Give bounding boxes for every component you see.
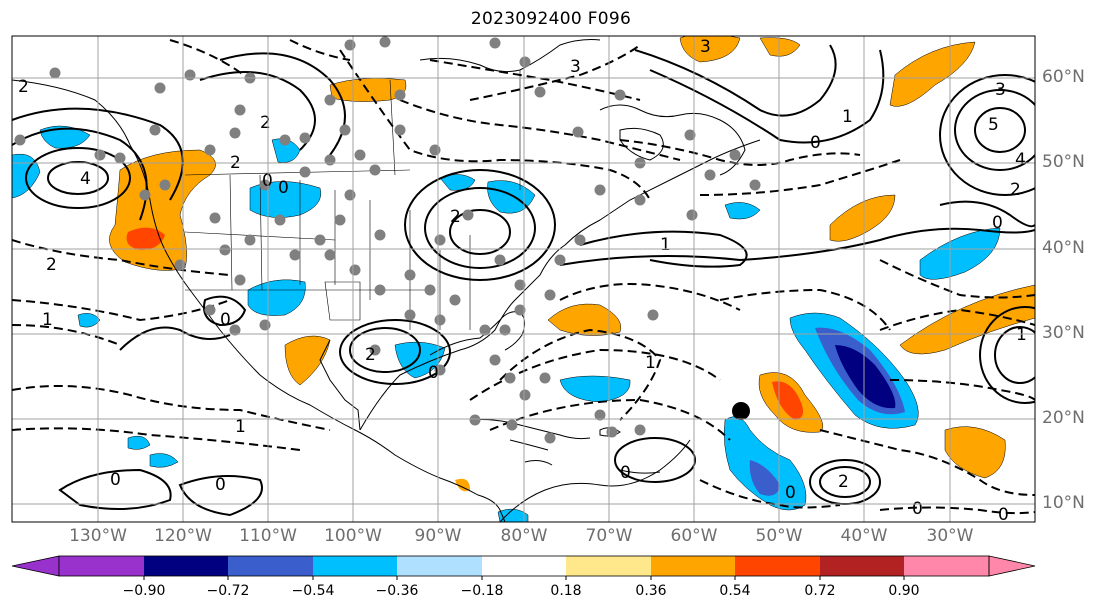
positive-anomaly-region <box>126 227 165 250</box>
colorbar-tick-label: −0.18 <box>460 583 504 599</box>
contour-label: 1 <box>42 310 53 330</box>
latitude-label: 20°N <box>1042 408 1085 428</box>
latitude-label: 40°N <box>1042 238 1085 258</box>
station-marker <box>49 67 61 79</box>
longitude-label: 40°W <box>840 526 888 546</box>
colorbar-tick-label: 0.18 <box>550 583 582 599</box>
contour-label: 0 <box>810 133 821 153</box>
colorbar-tick-label: 0.54 <box>719 583 751 599</box>
contour-label: 2 <box>260 113 271 133</box>
longitude-label: 50°W <box>755 526 803 546</box>
colorbar-tick-label: −0.72 <box>206 583 250 599</box>
positive-contours <box>12 44 1035 517</box>
contour-label: 3 <box>570 57 581 77</box>
latitude-label: 10°N <box>1042 493 1085 513</box>
contour-label: 0 <box>215 475 226 495</box>
positive-anomaly-region <box>109 149 216 271</box>
contour-label: 5 <box>988 115 999 135</box>
graticule <box>12 36 1035 522</box>
longitude-label: 110°W <box>239 526 297 546</box>
contour-label: 0 <box>998 505 1009 525</box>
colorbar-bin <box>397 556 482 576</box>
contour-label: 2 <box>450 207 461 227</box>
longitude-label: 120°W <box>154 526 212 546</box>
colorbar-bin <box>228 556 313 576</box>
contour-label: 1 <box>1016 325 1027 345</box>
contour-label: 2 <box>18 77 29 97</box>
contour-label: 2 <box>1010 180 1021 200</box>
contour-label: 4 <box>80 169 91 189</box>
contour-label: 0 <box>620 463 631 483</box>
latitude-label: 50°N <box>1042 152 1085 172</box>
colorbar-bin <box>820 556 904 576</box>
colorbar-bin <box>651 556 735 576</box>
colorbar-bin <box>482 556 566 576</box>
contour-label: 1 <box>660 235 671 255</box>
contour-label: 2 <box>46 255 57 275</box>
contour-label: 2 <box>838 472 849 492</box>
colorbar-bin <box>904 556 989 576</box>
colorbar-tick-label: −0.36 <box>375 583 419 599</box>
contour-label: 0 <box>220 310 231 330</box>
latitude-label: 30°N <box>1042 323 1085 343</box>
colorbar-bin <box>735 556 820 576</box>
colorbar-tick-label: 0.36 <box>635 583 667 599</box>
colorbar-tick-label: 0.72 <box>804 583 836 599</box>
contour-label: 2 <box>365 345 376 365</box>
contour-label: 3 <box>700 37 711 57</box>
contour-label: 0 <box>785 483 796 503</box>
anomaly-shading <box>12 36 1035 522</box>
latitude-label: 60°N <box>1042 67 1085 87</box>
colorbar <box>11 555 1036 580</box>
contour-label: 1 <box>842 107 853 127</box>
map-title: 2023092400 F096 <box>470 9 632 29</box>
colorbar-tick-label: −0.54 <box>291 583 335 599</box>
longitude-label: 100°W <box>324 526 382 546</box>
contour-label: 0 <box>110 470 121 490</box>
longitude-label: 70°W <box>585 526 633 546</box>
contour-label: 4 <box>1015 150 1026 170</box>
contour-label: 0 <box>912 499 923 519</box>
longitude-label: 30°W <box>926 526 974 546</box>
map-frame <box>11 35 1036 523</box>
colorbar-tick-label: 0.90 <box>888 583 920 599</box>
contour-label: 3 <box>995 80 1006 100</box>
coastlines <box>12 39 761 522</box>
colorbar-extend-low <box>11 555 60 577</box>
contour-label: 1 <box>645 353 656 373</box>
longitude-label: 60°W <box>670 526 718 546</box>
colorbar-bin <box>59 556 144 576</box>
colorbar-bin <box>144 556 228 576</box>
contour-label: 1 <box>235 417 246 437</box>
colorbar-tick-label: −0.90 <box>122 583 166 599</box>
longitude-label: 80°W <box>500 526 548 546</box>
contour-label: 0 <box>278 178 289 198</box>
longitude-label: 90°W <box>414 526 462 546</box>
storm-center-marker <box>732 402 750 420</box>
contour-label: 0 <box>992 213 1003 233</box>
colorbar-extend-high <box>988 555 1036 577</box>
longitude-label: 130°W <box>69 526 127 546</box>
contour-label: 0 <box>262 171 273 191</box>
colorbar-bin <box>566 556 651 576</box>
contour-label: 0 <box>428 363 439 383</box>
colorbar-bin <box>313 556 397 576</box>
